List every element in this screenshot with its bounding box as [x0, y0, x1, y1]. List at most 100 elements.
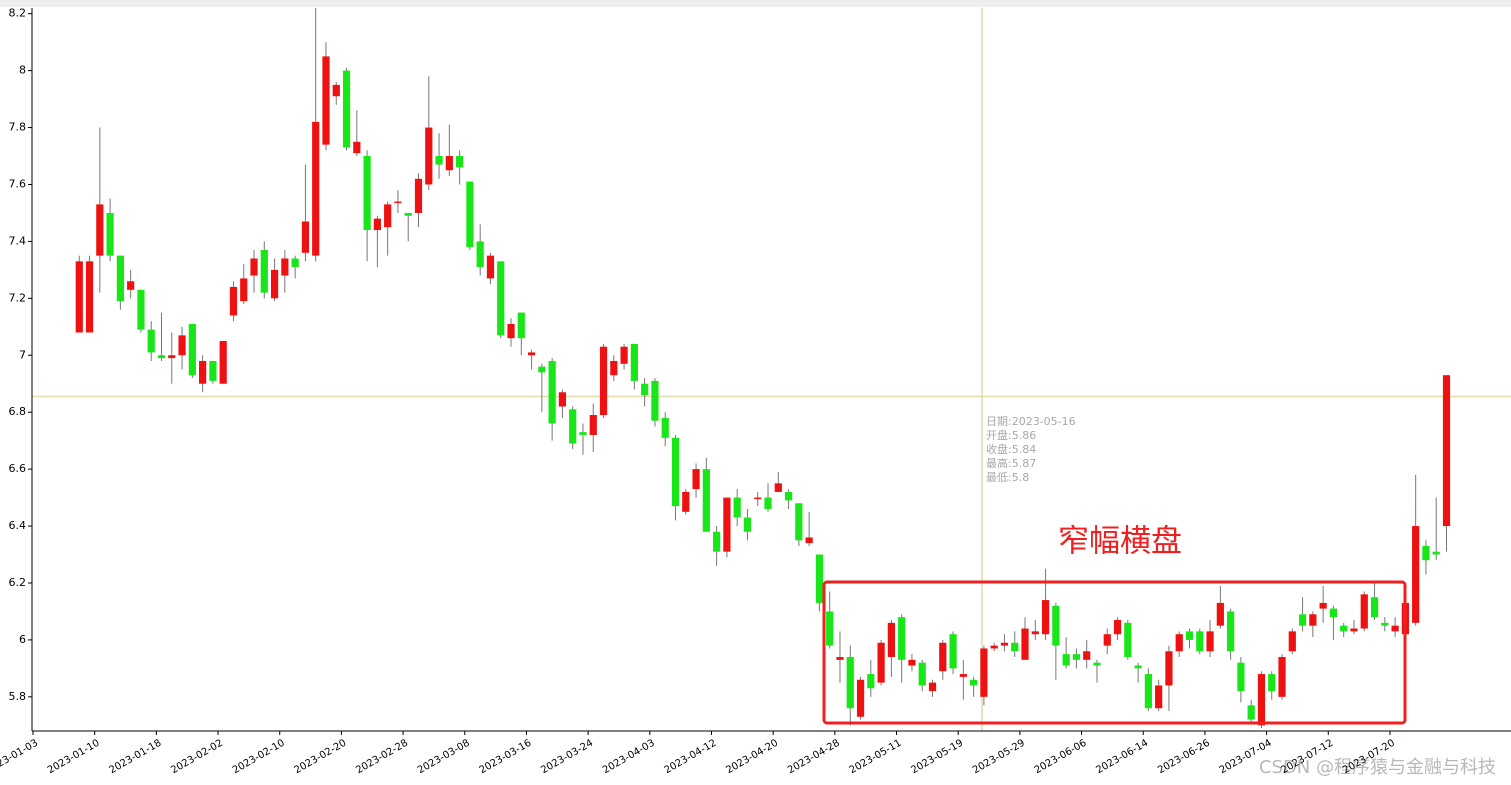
x-tick-label: 2023-01-18 [108, 738, 164, 777]
candle-body [209, 360, 217, 381]
candle-body [784, 491, 793, 501]
x-tick-label: 2023-04-12 [663, 738, 719, 777]
candle-body [692, 469, 700, 490]
candle-body [1103, 634, 1111, 646]
candle-body [702, 469, 710, 532]
candle-body [281, 258, 289, 276]
candle-body [867, 674, 875, 689]
tooltip-line: 最低:5.8 [986, 471, 1029, 484]
candle-body [856, 679, 865, 717]
tooltip-line: 日期:2023-05-16 [986, 415, 1076, 428]
candle-body [476, 241, 484, 268]
candle-body [764, 497, 772, 509]
candle-body [754, 497, 762, 500]
candle-body [1381, 622, 1389, 626]
candle-body [342, 70, 351, 148]
candle-body [1196, 631, 1204, 652]
candle-body [425, 127, 433, 185]
candle-body [116, 255, 124, 302]
candle-body [507, 323, 515, 339]
candle-body [137, 289, 145, 330]
candle-body [599, 346, 608, 416]
tooltip-line: 收盘:5.84 [986, 442, 1036, 456]
candle-body [877, 642, 885, 683]
candle-body [743, 517, 752, 532]
y-tick-label: 6.8 [9, 405, 27, 418]
x-tick-label: 2023-02-02 [169, 738, 225, 777]
candle-body [558, 392, 567, 407]
x-tick-label: 2023-02-10 [231, 738, 287, 777]
candle-body [887, 622, 895, 657]
plot-area [32, 8, 1511, 729]
x-tick-label: 2023-03-16 [478, 738, 534, 777]
candle-body [1268, 674, 1276, 692]
x-tick-label: 2023-05-11 [848, 738, 904, 777]
candle-body [641, 383, 649, 396]
candle-body [1093, 662, 1101, 666]
candle-body [199, 360, 207, 384]
candle-body [1062, 654, 1070, 666]
candle-body [908, 659, 916, 666]
y-tick-label: 6.6 [9, 462, 27, 475]
candle-body [466, 181, 474, 248]
y-tick-label: 8.2 [9, 7, 27, 20]
candle-body [96, 204, 104, 256]
candle-body [456, 156, 464, 168]
candle-body [1185, 631, 1194, 640]
candle-body [1144, 674, 1152, 709]
y-tick-label: 7.4 [9, 234, 27, 247]
candle-body [815, 554, 824, 603]
y-tick-label: 5.8 [9, 690, 27, 703]
candle-body [1134, 665, 1142, 669]
candle-body [1309, 614, 1317, 626]
candle-body [538, 366, 546, 373]
candle-body [661, 417, 669, 438]
x-tick-label: 2023-02-20 [293, 738, 349, 777]
x-tick-label: 2023-05-19 [909, 738, 965, 777]
candle-body [836, 656, 844, 660]
candle-body [774, 483, 782, 492]
candle-body [1021, 628, 1029, 660]
candle-body [1227, 611, 1235, 652]
y-tick-label: 6.2 [9, 576, 27, 589]
candle-body [178, 335, 186, 356]
candle-body [250, 258, 258, 276]
candle-body [1370, 597, 1379, 618]
candle-body [270, 269, 279, 299]
candle-body [805, 537, 813, 544]
candle-body [569, 409, 577, 444]
y-tick-label: 7.6 [9, 177, 27, 190]
candle-body [1329, 608, 1338, 618]
candle-body [404, 212, 412, 216]
candle-body [497, 261, 505, 336]
y-tick-label: 7.8 [9, 121, 27, 134]
candle-body [713, 531, 721, 552]
x-tick-label: 2023-03-24 [539, 738, 595, 777]
x-tick-label: 2023-04-20 [724, 738, 780, 777]
candle-body [959, 674, 967, 677]
x-tick-label: 2023-04-28 [786, 738, 842, 777]
candle-body [1237, 662, 1245, 692]
candle-body [1216, 602, 1224, 626]
candle-body [928, 682, 937, 692]
x-tick-label: 2023-02-28 [354, 738, 410, 777]
candle-body [1412, 526, 1420, 623]
candle-body [363, 156, 371, 231]
x-tick-label: 2023-05-29 [971, 738, 1027, 777]
candle-body [1288, 631, 1296, 652]
watermark: CSDN @程序猿与金融与科技 [1259, 757, 1496, 778]
candle-body [990, 645, 998, 649]
candle-body [1298, 614, 1307, 626]
y-tick-label: 6.4 [9, 519, 27, 532]
candle-body [1113, 619, 1122, 635]
candle-body [373, 218, 381, 231]
candle-body [517, 312, 525, 339]
candle-body [1083, 651, 1091, 660]
x-tick-label: 2023-01-03 [0, 738, 40, 777]
candle-body [147, 329, 155, 353]
candle-body [671, 437, 680, 507]
candle-body [1011, 642, 1019, 652]
candle-body [1422, 545, 1430, 561]
candle-body [1072, 654, 1081, 660]
